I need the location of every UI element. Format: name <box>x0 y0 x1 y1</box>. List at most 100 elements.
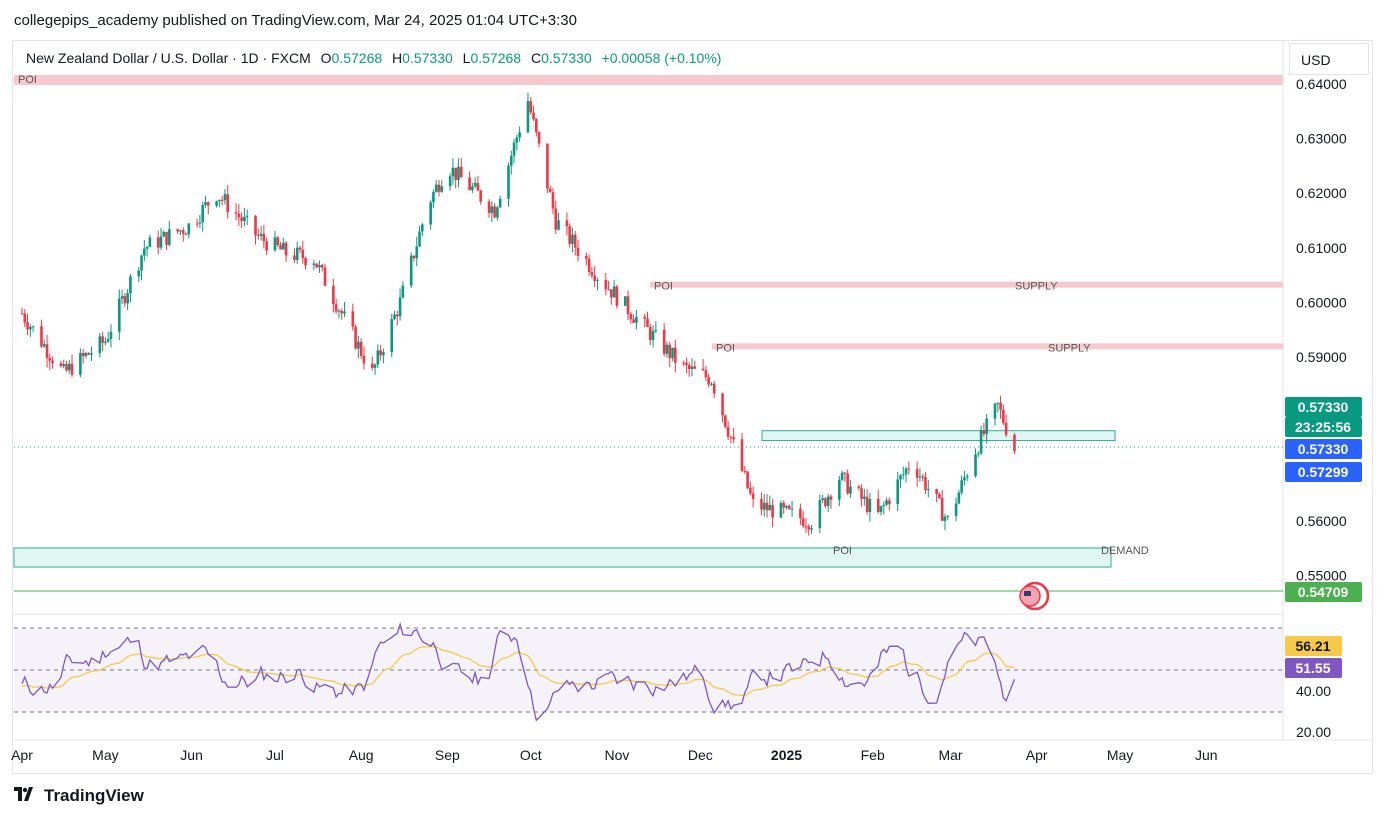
candle-body <box>454 167 457 180</box>
x-tick-label: Jun <box>180 747 203 763</box>
candle-body <box>743 470 747 472</box>
price-label-box <box>1285 439 1362 459</box>
candle-body <box>31 326 35 328</box>
candle-body <box>573 234 577 248</box>
candle-body <box>301 249 305 259</box>
candle-body <box>42 344 46 347</box>
x-tick-label: Oct <box>520 747 542 763</box>
candle-body <box>109 331 113 340</box>
price-label: 0.54709 <box>1298 584 1349 600</box>
candle-body <box>918 476 922 478</box>
candle-body <box>954 503 958 516</box>
legend-close: 0.57330 <box>541 50 592 66</box>
candle-body <box>662 329 666 354</box>
tradingview-logo[interactable]: TradingView <box>14 786 144 806</box>
candle-body <box>804 526 808 528</box>
y-tick-label: 0.61000 <box>1296 240 1347 256</box>
candle-body <box>79 352 82 375</box>
rsi-value-label: 56.21 <box>1295 638 1330 654</box>
candle-body <box>924 476 927 491</box>
candle-body <box>67 363 71 371</box>
candle-body <box>359 341 363 356</box>
candle-body <box>354 326 357 349</box>
candle-body <box>1002 409 1005 424</box>
candle-body <box>701 368 705 371</box>
rsi-value-box <box>1285 658 1342 678</box>
candle-body <box>98 336 102 354</box>
candle-body <box>746 471 749 489</box>
candle-body <box>960 480 963 493</box>
candle-body <box>23 313 27 323</box>
candle-body <box>749 488 752 494</box>
price-label: 0.57330 <box>1298 399 1349 415</box>
candle-body <box>799 508 802 519</box>
candle-body <box>315 263 318 268</box>
candle-body <box>223 194 227 201</box>
candle-body <box>468 177 471 191</box>
candle-body <box>790 508 794 510</box>
x-tick-label: Jun <box>1195 747 1218 763</box>
candle-body <box>451 167 455 177</box>
zone-label-poi: POI <box>833 545 852 557</box>
candle-body <box>145 247 149 249</box>
candle-body <box>396 314 399 317</box>
candle-body <box>184 233 188 235</box>
legend-low-label: L <box>462 50 471 66</box>
candle-body <box>101 336 104 343</box>
candle-body <box>648 326 652 341</box>
candle-body <box>168 229 171 245</box>
candle-body <box>554 208 558 230</box>
currency-button[interactable]: USD <box>1289 43 1369 75</box>
candle-body <box>162 231 166 237</box>
candle-body <box>940 497 944 521</box>
candle-body <box>343 311 346 314</box>
candle-body <box>104 341 107 343</box>
candle-body <box>604 279 608 290</box>
candle-body <box>565 220 569 227</box>
candle-body <box>765 502 769 511</box>
candle-body <box>240 217 243 222</box>
candle-body <box>985 418 988 434</box>
x-tick-label: Apr <box>11 747 33 763</box>
candle-body <box>996 402 1000 404</box>
candle-body <box>357 341 360 349</box>
candle-body <box>843 472 847 474</box>
candle-body <box>546 143 549 189</box>
candle-body <box>129 276 132 294</box>
candle-body <box>123 296 127 304</box>
x-tick-label: Mar <box>938 747 962 763</box>
candle-body <box>332 285 335 305</box>
candle-body <box>273 237 277 251</box>
candle-body <box>245 215 249 217</box>
legend-change: +0.00058 (+0.10%) <box>601 50 722 66</box>
candle-body <box>323 267 327 286</box>
candle-body <box>487 201 491 213</box>
candle-body <box>140 255 143 271</box>
candle-body <box>979 430 983 454</box>
candle-body <box>824 498 827 507</box>
candle-body <box>751 493 755 499</box>
candle-body <box>401 285 405 298</box>
candle-body <box>490 206 494 213</box>
candle-body <box>938 494 941 498</box>
candle-body <box>965 476 969 478</box>
candle-body <box>148 237 152 248</box>
us-flag-event-icon <box>1019 581 1050 611</box>
supply-zone <box>650 281 1283 288</box>
x-tick-label: Jul <box>266 747 284 763</box>
candle-body <box>90 353 93 355</box>
candle-body <box>626 296 630 315</box>
candle-body <box>943 516 947 521</box>
candle-body <box>295 247 299 261</box>
candle-body <box>899 475 902 480</box>
candle-body <box>857 486 861 489</box>
candle-body <box>693 366 697 369</box>
candle-body <box>340 310 343 314</box>
candle-body <box>390 319 394 353</box>
x-tick-label: Feb <box>861 747 885 763</box>
candle-body <box>771 505 774 518</box>
candle-body <box>421 224 424 232</box>
candle-body <box>957 492 961 504</box>
candle-body <box>159 236 163 248</box>
